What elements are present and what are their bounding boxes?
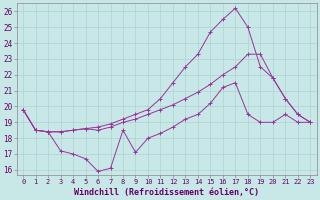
X-axis label: Windchill (Refroidissement éolien,°C): Windchill (Refroidissement éolien,°C) [74, 188, 259, 197]
